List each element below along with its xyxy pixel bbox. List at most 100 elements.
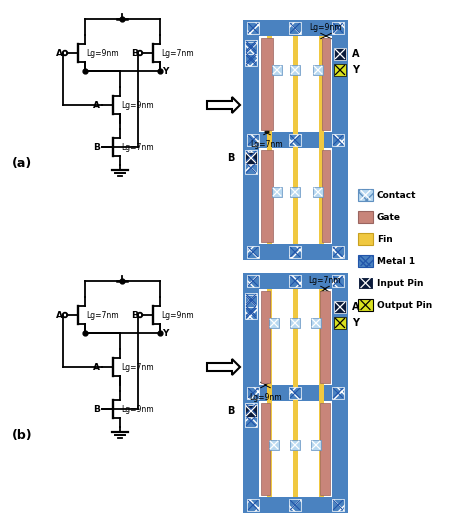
Text: Y: Y bbox=[162, 329, 168, 338]
Bar bbox=[261, 150, 273, 242]
Bar bbox=[319, 289, 324, 497]
Text: B: B bbox=[131, 310, 138, 320]
Bar bbox=[261, 38, 273, 130]
Bar bbox=[243, 20, 348, 36]
Text: Lg=9nm: Lg=9nm bbox=[161, 310, 193, 320]
Text: Output Pin: Output Pin bbox=[377, 300, 432, 310]
Text: Y: Y bbox=[352, 318, 359, 328]
Text: A: A bbox=[352, 302, 359, 312]
Text: Lg=9nm: Lg=9nm bbox=[121, 100, 154, 110]
Bar bbox=[332, 275, 344, 287]
Text: A: A bbox=[93, 100, 100, 110]
Bar bbox=[261, 291, 270, 383]
Bar bbox=[272, 65, 282, 75]
Text: Lg=7nm: Lg=7nm bbox=[161, 48, 193, 58]
Text: B: B bbox=[131, 48, 138, 58]
Bar bbox=[358, 211, 373, 223]
Bar bbox=[245, 152, 257, 164]
Bar bbox=[320, 291, 330, 383]
Bar bbox=[290, 65, 300, 75]
Bar bbox=[320, 403, 330, 495]
Bar bbox=[289, 134, 301, 146]
Text: A: A bbox=[56, 48, 63, 58]
Bar bbox=[289, 246, 301, 258]
Bar bbox=[267, 289, 272, 497]
Bar bbox=[267, 36, 272, 244]
Polygon shape bbox=[207, 97, 240, 113]
Bar bbox=[322, 150, 330, 242]
Text: Lg=7nm: Lg=7nm bbox=[251, 140, 283, 149]
Bar bbox=[290, 318, 300, 328]
Bar bbox=[358, 299, 373, 311]
Text: Y: Y bbox=[352, 65, 359, 75]
Text: Contact: Contact bbox=[377, 191, 417, 200]
Bar bbox=[247, 22, 259, 34]
Text: B: B bbox=[227, 406, 234, 416]
Bar bbox=[332, 22, 344, 34]
Bar bbox=[245, 40, 257, 52]
Text: Y: Y bbox=[162, 67, 168, 76]
Bar bbox=[358, 233, 373, 245]
Bar bbox=[243, 289, 259, 497]
Bar bbox=[245, 42, 257, 54]
Text: Metal 1: Metal 1 bbox=[377, 257, 415, 266]
Bar bbox=[334, 64, 346, 76]
Bar bbox=[245, 293, 257, 305]
Bar bbox=[332, 36, 348, 244]
Bar bbox=[243, 36, 259, 244]
Bar bbox=[290, 440, 300, 450]
Bar bbox=[313, 65, 323, 75]
Text: Fin: Fin bbox=[377, 235, 393, 244]
Text: Lg=7nm: Lg=7nm bbox=[121, 362, 154, 372]
Bar bbox=[243, 244, 348, 260]
Bar bbox=[245, 307, 257, 319]
Text: B: B bbox=[227, 153, 234, 163]
Bar bbox=[358, 255, 373, 267]
Bar bbox=[289, 499, 301, 511]
Bar bbox=[247, 499, 259, 511]
Bar bbox=[293, 36, 298, 244]
Polygon shape bbox=[207, 359, 240, 375]
Text: Lg=9nm: Lg=9nm bbox=[310, 23, 342, 32]
Bar bbox=[247, 246, 259, 258]
Text: Lg=7nm: Lg=7nm bbox=[309, 276, 341, 285]
Bar bbox=[334, 317, 346, 329]
Bar bbox=[245, 305, 257, 317]
Bar bbox=[332, 289, 348, 497]
Text: B: B bbox=[93, 142, 100, 152]
Bar bbox=[245, 162, 257, 174]
Bar bbox=[245, 52, 257, 64]
Bar bbox=[245, 150, 257, 162]
Text: Lg=7nm: Lg=7nm bbox=[86, 310, 118, 320]
Text: Lg=9nm: Lg=9nm bbox=[121, 404, 154, 414]
Text: B: B bbox=[93, 404, 100, 414]
Bar bbox=[332, 499, 344, 511]
Text: (a): (a) bbox=[12, 157, 32, 170]
Bar bbox=[247, 275, 259, 287]
Text: Input Pin: Input Pin bbox=[377, 278, 423, 288]
Bar bbox=[332, 134, 344, 146]
Text: Gate: Gate bbox=[377, 213, 401, 222]
Bar bbox=[334, 301, 346, 313]
Bar bbox=[332, 246, 344, 258]
Bar bbox=[247, 134, 259, 146]
Bar bbox=[290, 187, 300, 197]
Text: (b): (b) bbox=[12, 429, 33, 442]
Bar bbox=[247, 387, 259, 399]
Bar bbox=[269, 440, 279, 450]
Bar bbox=[311, 318, 321, 328]
Text: A: A bbox=[352, 49, 359, 59]
Text: Lg=9nm: Lg=9nm bbox=[249, 393, 282, 402]
Bar bbox=[358, 189, 373, 201]
Bar bbox=[319, 36, 324, 244]
Bar bbox=[245, 295, 257, 307]
Bar bbox=[243, 132, 348, 148]
Bar bbox=[272, 187, 282, 197]
Text: A: A bbox=[56, 310, 63, 320]
Bar bbox=[261, 403, 270, 495]
Bar bbox=[332, 387, 344, 399]
Bar bbox=[334, 48, 346, 60]
Text: Lg=9nm: Lg=9nm bbox=[86, 48, 118, 58]
Bar bbox=[243, 273, 348, 289]
Bar bbox=[245, 405, 257, 417]
